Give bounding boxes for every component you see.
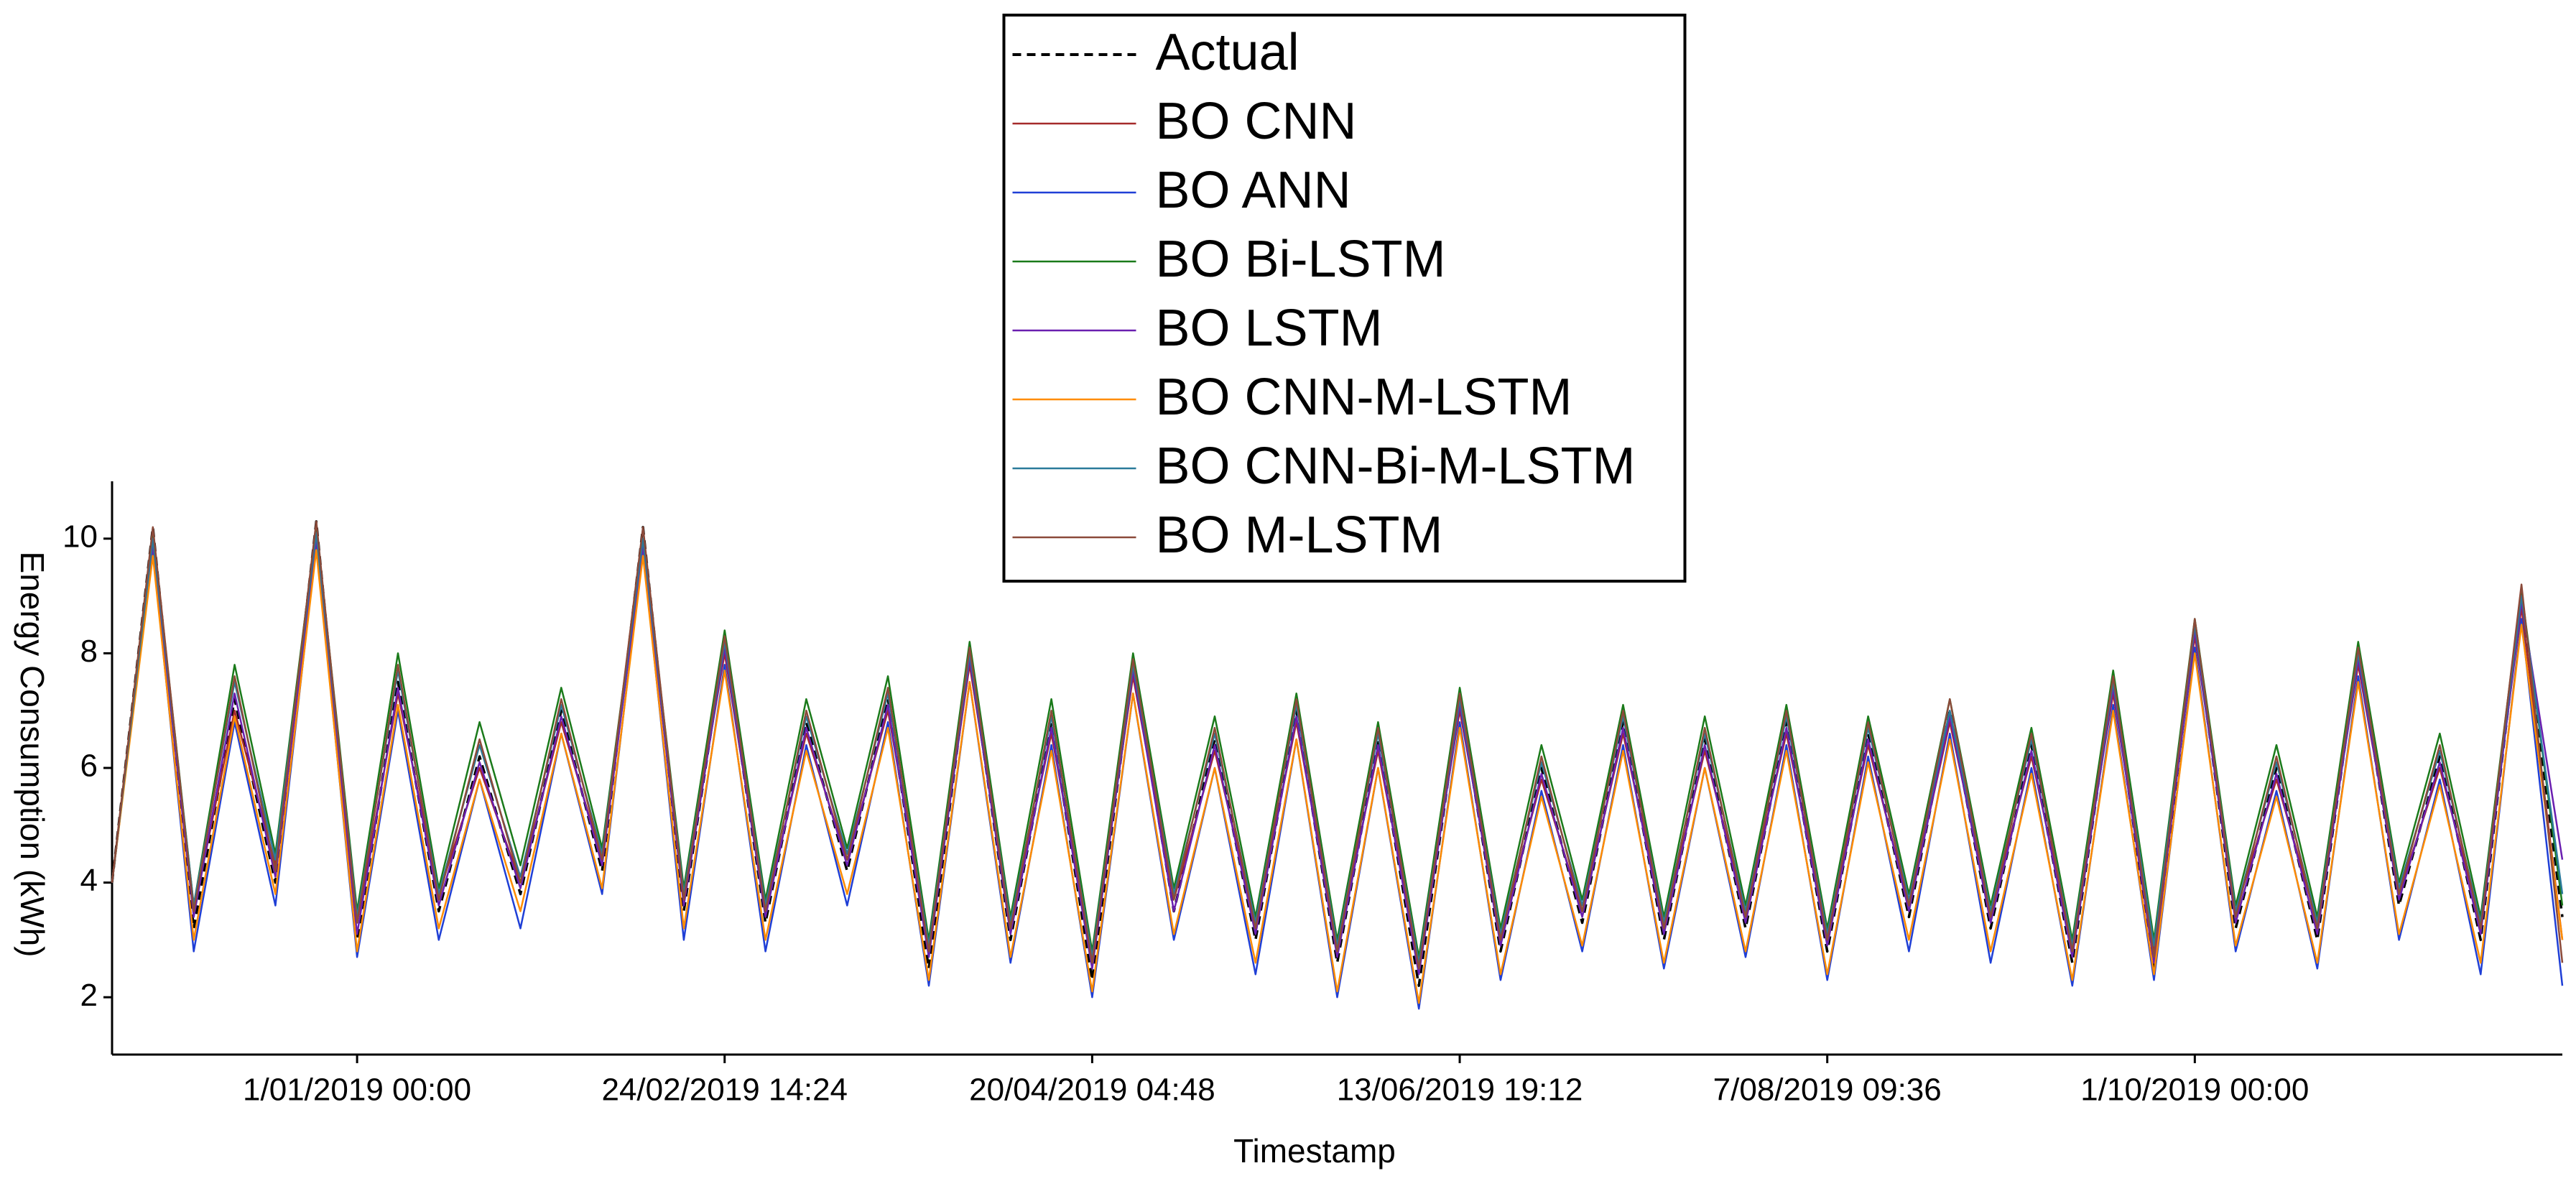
- y-tick-label: 4: [80, 863, 98, 898]
- series-line: [111, 537, 2564, 976]
- series-line: [111, 520, 2564, 987]
- legend-label: BO M-LSTM: [1156, 506, 1443, 564]
- y-tick-label: 10: [62, 519, 98, 554]
- y-axis-title: Energy Consumption (kWh): [14, 552, 51, 958]
- series-line: [111, 549, 2564, 1004]
- legend: Actual BO CNN BO ANN BO Bi-LSTM BO LSTM BO CN…: [1002, 14, 1687, 583]
- legend-label: BO CNN-Bi-M-LSTM: [1156, 437, 1636, 495]
- legend-label: BO LSTM: [1156, 300, 1383, 357]
- legend-label: Actual: [1156, 24, 1299, 81]
- legend-label: BO ANN: [1156, 162, 1351, 219]
- x-tick-label: 7/08/2019 09:36: [1713, 1073, 1942, 1108]
- x-tick-label: 1/10/2019 00:00: [2080, 1073, 2309, 1108]
- y-tick-label: 8: [80, 634, 98, 669]
- legend-label: BO CNN-M-LSTM: [1156, 369, 1572, 426]
- y-tick-label: 6: [80, 749, 98, 784]
- y-tick-label: 2: [80, 978, 98, 1013]
- x-axis-title: Timestamp: [1233, 1132, 1396, 1170]
- x-tick-label: 20/04/2019 04:48: [969, 1073, 1215, 1108]
- legend-label: BO CNN: [1156, 93, 1357, 150]
- series-line: [111, 543, 2564, 1010]
- series-line: [111, 520, 2564, 970]
- legend-label: BO Bi-LSTM: [1156, 231, 1446, 288]
- x-tick-label: 1/01/2019 00:00: [243, 1073, 471, 1108]
- series-line: [111, 532, 2564, 964]
- legend-box: [1002, 14, 1687, 583]
- x-tick-label: 24/02/2019 14:24: [601, 1073, 848, 1108]
- x-tick-label: 13/06/2019 19:12: [1337, 1073, 1583, 1108]
